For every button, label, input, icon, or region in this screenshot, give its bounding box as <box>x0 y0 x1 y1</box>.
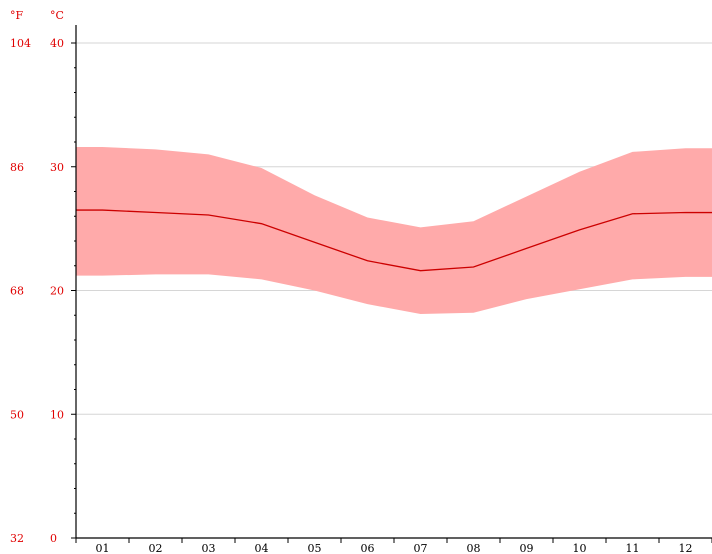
month-label: 04 <box>255 542 269 554</box>
month-label: 06 <box>361 542 375 554</box>
month-label: 01 <box>96 542 110 554</box>
month-label: 09 <box>520 542 534 554</box>
month-label: 10 <box>573 542 587 554</box>
fahrenheit-tick-label: 50 <box>10 408 24 421</box>
mean-line <box>76 209 712 272</box>
temperature-range-band <box>76 146 712 315</box>
month-label: 11 <box>626 542 640 554</box>
axes <box>71 25 712 543</box>
mean-temperature-line <box>76 209 712 272</box>
fahrenheit-tick-label: 68 <box>10 285 24 298</box>
temperature-band <box>76 146 712 315</box>
fahrenheit-tick-label: 32 <box>10 532 24 545</box>
celsius-tick-label: 20 <box>50 285 64 298</box>
month-label: 05 <box>308 542 322 554</box>
fahrenheit-unit-label: °F <box>10 9 24 22</box>
month-label: 02 <box>149 542 163 554</box>
celsius-tick-label: 30 <box>50 161 64 174</box>
fahrenheit-tick-label: 86 <box>10 161 24 174</box>
month-label: 07 <box>414 542 428 554</box>
celsius-tick-label: 0 <box>50 532 57 545</box>
axis-labels: °F °C 32 0 50 10 68 20 86 30 104 40 01 02 03 04 05 06 07… <box>10 9 693 554</box>
celsius-unit-label: °C <box>50 9 64 22</box>
month-label: 08 <box>467 542 481 554</box>
fahrenheit-tick-label: 104 <box>10 37 31 50</box>
month-label: 03 <box>202 542 216 554</box>
celsius-tick-label: 40 <box>50 37 64 50</box>
celsius-tick-label: 10 <box>50 408 64 421</box>
month-label: 12 <box>679 542 693 554</box>
